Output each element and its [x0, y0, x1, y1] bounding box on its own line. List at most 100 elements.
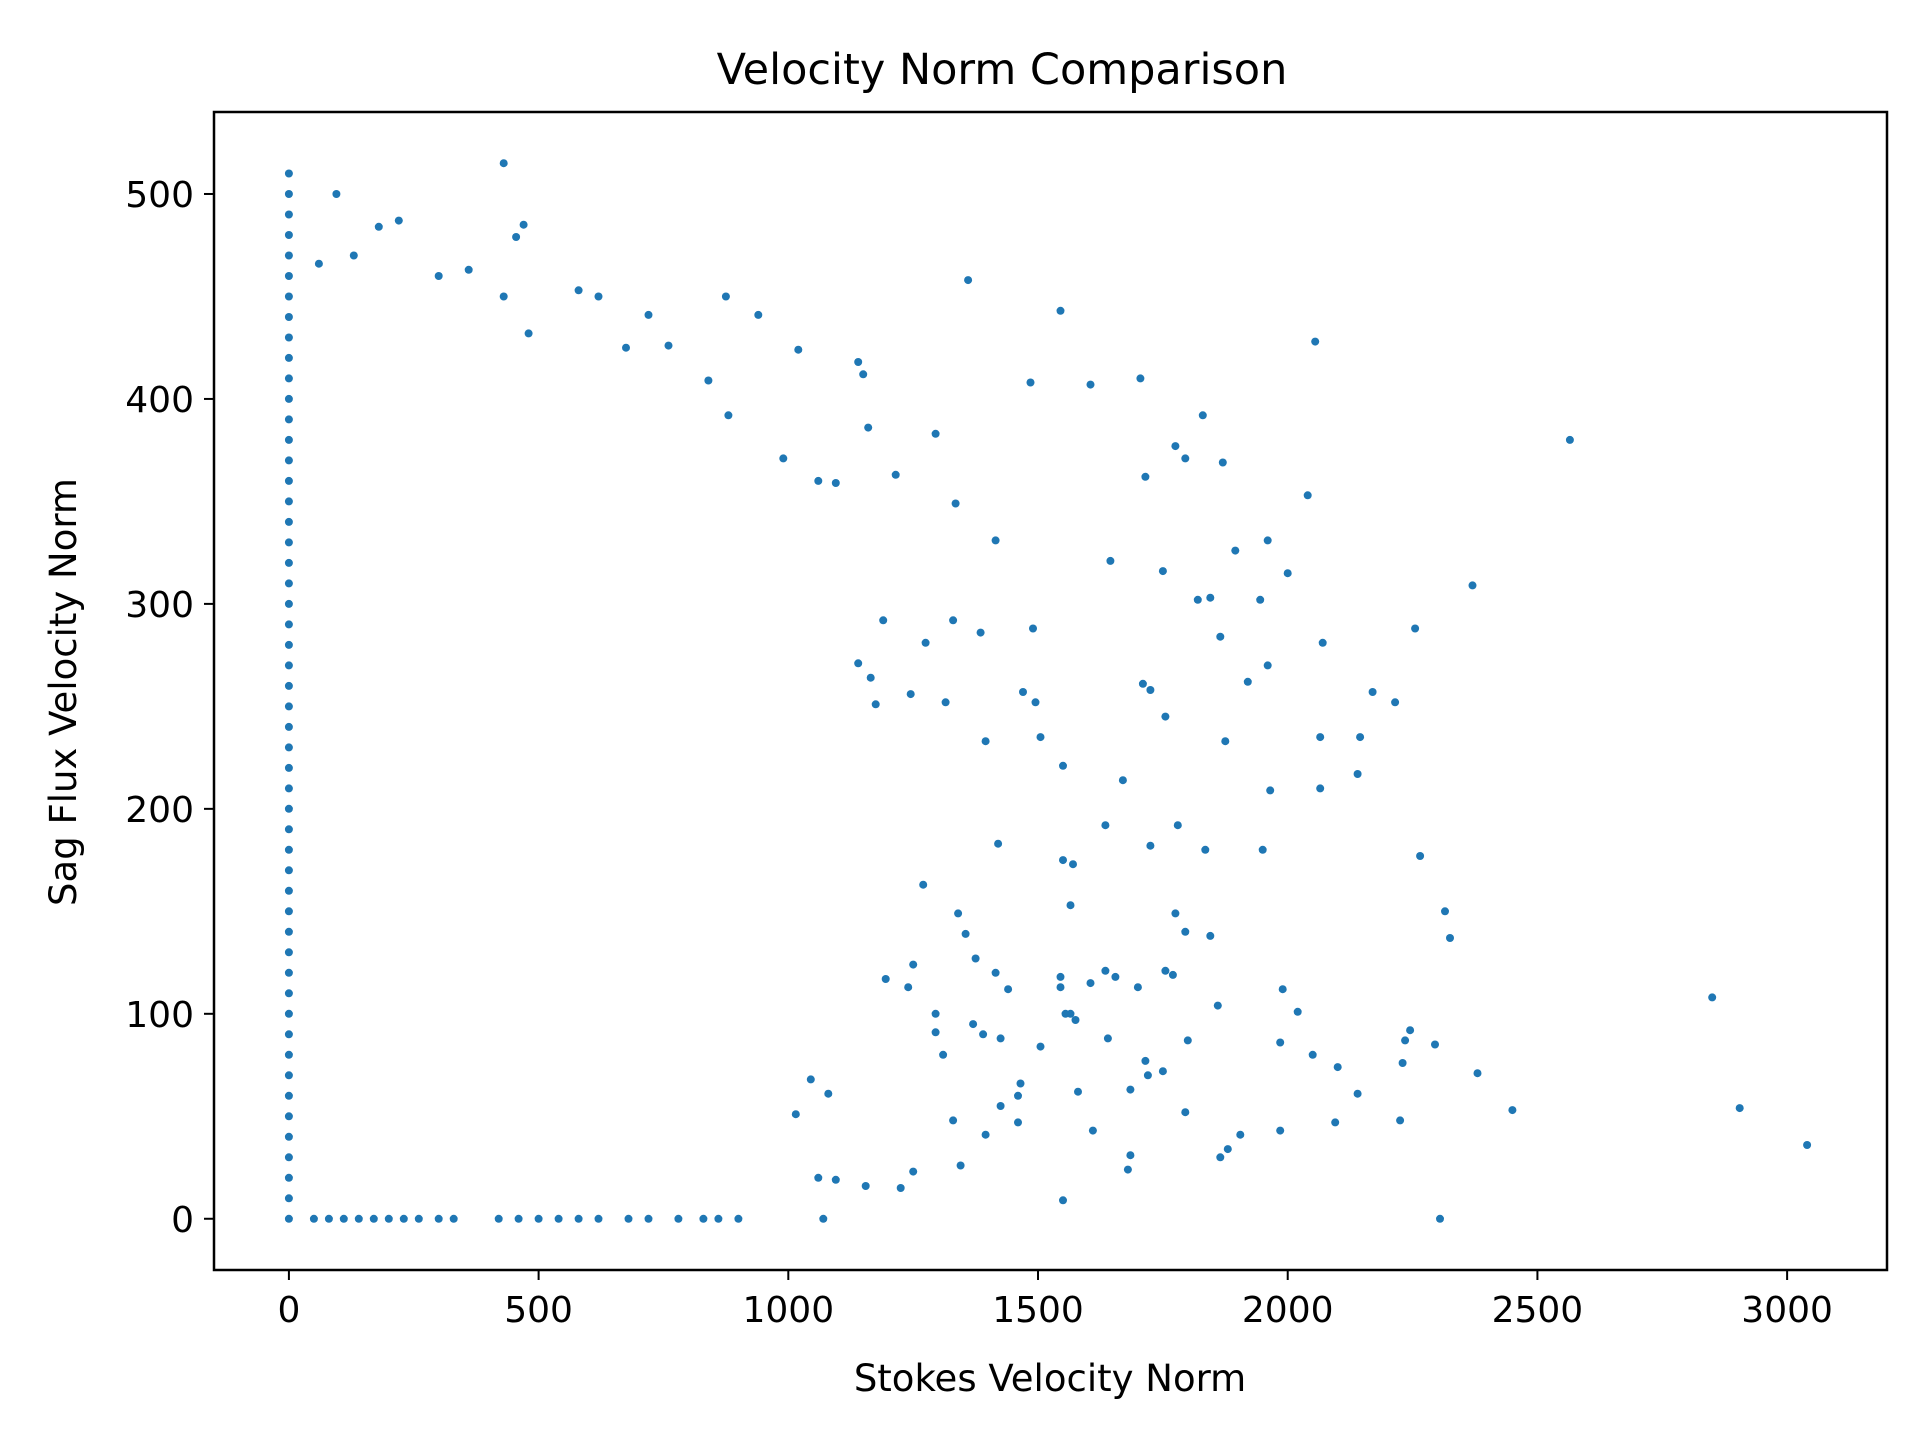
data-point	[574, 1214, 583, 1223]
data-point	[284, 456, 293, 465]
data-point	[909, 960, 918, 969]
data-point	[1565, 435, 1574, 444]
data-point	[1088, 1126, 1097, 1135]
data-point	[524, 329, 533, 338]
y-tick-label: 300	[125, 585, 194, 626]
data-point	[1276, 1126, 1285, 1135]
data-point	[1368, 688, 1377, 696]
data-point	[284, 702, 293, 711]
data-point	[494, 1214, 503, 1223]
data-point	[1158, 1067, 1167, 1076]
data-point	[284, 579, 293, 588]
data-point	[284, 784, 293, 793]
data-point	[284, 272, 293, 280]
data-point	[994, 839, 1003, 848]
data-point	[1181, 1108, 1190, 1117]
data-point	[284, 1091, 293, 1100]
data-point	[284, 497, 293, 506]
data-point	[1026, 378, 1035, 387]
data-point	[724, 411, 733, 420]
x-tick-label: 2000	[1242, 1290, 1334, 1331]
data-point	[284, 907, 293, 916]
data-point	[1143, 1071, 1152, 1080]
data-point	[949, 1116, 958, 1125]
data-point	[1014, 1118, 1022, 1127]
data-point	[1126, 1085, 1135, 1094]
data-point	[1183, 1036, 1192, 1045]
data-point	[1118, 776, 1127, 785]
x-tick-label: 1000	[743, 1290, 835, 1331]
data-point	[594, 292, 603, 301]
data-point	[284, 845, 293, 854]
data-point	[284, 517, 293, 526]
data-point	[1316, 784, 1325, 793]
data-point	[284, 190, 293, 198]
data-point	[284, 558, 293, 567]
data-point	[1161, 966, 1170, 975]
data-point	[1735, 1104, 1744, 1113]
data-point	[499, 159, 508, 168]
data-point	[1256, 595, 1265, 604]
data-point	[754, 310, 763, 319]
data-point	[1141, 472, 1150, 481]
data-point	[1086, 380, 1095, 389]
data-point	[1029, 624, 1037, 633]
data-point	[954, 909, 963, 918]
data-point	[1318, 638, 1327, 647]
x-axis-label: Stokes Velocity Norm	[854, 1357, 1246, 1400]
data-point	[879, 616, 888, 625]
data-point	[854, 358, 863, 366]
data-point	[1293, 1007, 1302, 1016]
data-point	[941, 698, 950, 707]
data-point	[464, 265, 473, 274]
x-tick-label: 500	[504, 1290, 573, 1331]
data-point	[512, 233, 521, 241]
data-point	[1138, 679, 1147, 688]
data-point	[964, 276, 973, 285]
data-point	[1803, 1141, 1812, 1149]
data-point	[374, 222, 383, 231]
data-point	[969, 1020, 978, 1029]
data-point	[859, 370, 868, 379]
data-point	[284, 763, 293, 772]
data-point	[1353, 1089, 1362, 1098]
y-tick-label: 200	[125, 790, 194, 831]
data-point	[1036, 733, 1045, 742]
data-points-layer	[284, 159, 1812, 1223]
data-point	[1473, 1069, 1482, 1078]
data-point	[1198, 411, 1207, 420]
data-point	[1106, 556, 1115, 565]
data-point	[314, 259, 323, 268]
data-point	[324, 1214, 333, 1223]
data-point	[349, 251, 358, 260]
data-point	[1014, 1091, 1022, 1100]
data-point	[1181, 927, 1190, 936]
data-point	[979, 1030, 988, 1039]
x-axis-ticks: 0 500 1000 1500 2000 2500 3000	[277, 1270, 1833, 1331]
data-point	[971, 954, 980, 963]
data-point	[284, 394, 293, 403]
data-point	[861, 1182, 870, 1190]
data-point	[1136, 374, 1145, 383]
y-tick-label: 0	[171, 1200, 194, 1241]
data-point	[284, 292, 293, 301]
data-point	[284, 927, 293, 936]
data-point	[1398, 1059, 1407, 1067]
data-point	[699, 1214, 708, 1223]
data-point	[1141, 1056, 1150, 1065]
data-point	[1416, 852, 1425, 860]
data-point	[1059, 856, 1067, 865]
data-point	[1218, 458, 1227, 467]
data-point	[284, 968, 293, 977]
data-point	[1071, 1016, 1080, 1024]
data-point	[554, 1214, 563, 1223]
data-point	[284, 681, 293, 690]
data-point	[1069, 860, 1077, 869]
data-point	[714, 1214, 723, 1223]
data-point	[864, 423, 873, 432]
y-axis-label: Sag Flux Velocity Norm	[42, 478, 85, 906]
data-point	[1133, 983, 1142, 992]
data-point	[704, 376, 713, 385]
data-point	[1308, 1050, 1317, 1059]
